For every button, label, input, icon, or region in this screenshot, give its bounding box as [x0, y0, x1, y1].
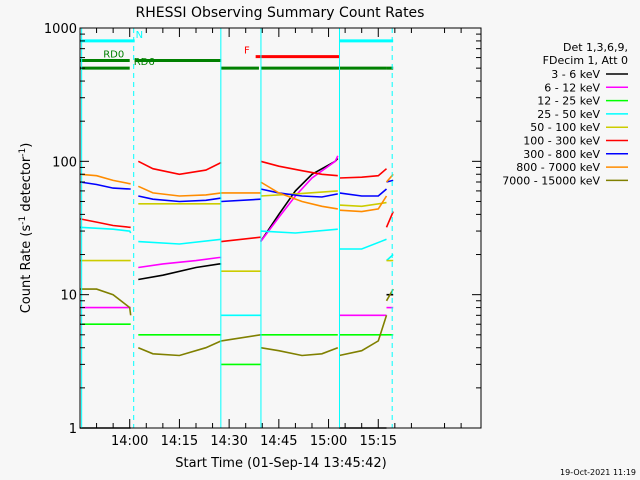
y-axis-label: Count Rate (s-1 detector-1)	[18, 143, 34, 314]
y-tick-label: 1000	[44, 22, 77, 37]
series-800-7000-kev-segment-4	[339, 195, 388, 213]
flag-bars: N F RD0 RD6	[80, 30, 394, 70]
flag-label-f: F	[244, 46, 250, 57]
legend-header-2: FDecim 1, Att 0	[543, 54, 628, 67]
series-25-50-kev-segment-3	[260, 228, 338, 234]
series-300-800-kev-segment-3	[260, 188, 338, 198]
flag-label-rd6: RD6	[134, 57, 155, 68]
series-100-300-kev-segment-0	[79, 218, 131, 229]
flag-label-rd0: RD0	[103, 50, 124, 61]
legend-label-6-12-kev: 6 - 12 keV	[544, 81, 600, 94]
series-100-300-kev-segment-5	[385, 211, 394, 228]
series-100-300-kev-segment-3	[260, 160, 338, 177]
series-7000-15000-kev-segment-1	[137, 340, 222, 357]
series-50-100-kev-segment-3	[260, 190, 338, 197]
legend-label-800-7000-kev: 800 - 7000 keV	[516, 161, 600, 174]
chart-title: RHESSI Observing Summary Count Rates	[136, 5, 425, 21]
series-800-7000-kev-segment-3	[260, 181, 338, 210]
legend-label-25-50-kev: 25 - 50 keV	[537, 108, 600, 121]
legend-label-300-800-kev: 300 - 800 keV	[523, 148, 600, 161]
legend-label-50-100-kev: 50 - 100 keV	[530, 121, 600, 134]
series-25-50-kev-segment-0	[79, 226, 132, 234]
series-25-50-kev-segment-1	[138, 238, 222, 245]
y-tick-label: 100	[52, 155, 77, 170]
x-tick-label: 14:45	[260, 434, 297, 449]
x-tick-label: 15:15	[360, 434, 397, 449]
x-tick-label: 14:30	[210, 434, 247, 449]
series-300-800-kev-segment-1	[138, 195, 222, 203]
series-50-100-kev-segment-4	[339, 201, 387, 208]
legend: Det 1,3,6,9, FDecim 1, Att 0 3 - 6 keV6 …	[502, 41, 628, 187]
series-7000-15000-kev-segment-0	[80, 288, 132, 316]
series-100-300-kev-segment-1	[137, 160, 222, 176]
series-6-12-kev-segment-1	[138, 256, 222, 269]
series-800-7000-kev-segment-1	[137, 185, 222, 197]
series-100-300-kev-segment-4	[339, 168, 388, 179]
y-tick-label: 1	[69, 422, 77, 437]
series-100-300-kev-segment-2	[221, 236, 261, 243]
series-25-50-kev-segment-4	[339, 238, 387, 250]
legend-label-3-6-kev: 3 - 6 keV	[551, 68, 600, 81]
axes: 1 10 100 1000 14:00 14:15 14:30 14:45 15:00 15:15	[44, 22, 481, 449]
flag-label-n: N	[136, 30, 143, 41]
mode-lines	[81, 28, 393, 428]
series-300-800-kev-segment-2	[221, 198, 261, 203]
plot-area	[80, 28, 481, 428]
series-7000-15000-kev-segment-4	[339, 315, 388, 357]
series-7000-15000-kev-segment-2	[221, 334, 261, 342]
x-tick-label: 14:15	[161, 434, 198, 449]
timestamp: 19-Oct-2021 11:19	[560, 468, 636, 477]
series-800-7000-kev-segment-0	[79, 173, 131, 185]
legend-label-100-300-kev: 100 - 300 keV	[523, 135, 600, 148]
x-tick-label: 15:00	[310, 434, 347, 449]
legend-header-1: Det 1,3,6,9,	[563, 41, 628, 54]
legend-label-12-25-kev: 12 - 25 keV	[537, 95, 600, 108]
legend-label-7000-15000-kev: 7000 - 15000 keV	[502, 174, 600, 187]
x-tick-label: 14:00	[111, 434, 148, 449]
series-3-6-kev-segment-1	[138, 263, 222, 281]
plot-frame	[79, 27, 482, 429]
x-axis-label: Start Time (01-Sep-14 13:45:42)	[175, 456, 386, 471]
y-tick-label: 10	[60, 289, 77, 304]
series-300-800-kev-segment-0	[79, 181, 131, 190]
series-6-12-kev-segment-2	[259, 155, 339, 243]
series-300-800-kev-segment-4	[339, 188, 388, 197]
series-lines	[79, 155, 394, 429]
series-7000-15000-kev-segment-3	[260, 346, 339, 357]
